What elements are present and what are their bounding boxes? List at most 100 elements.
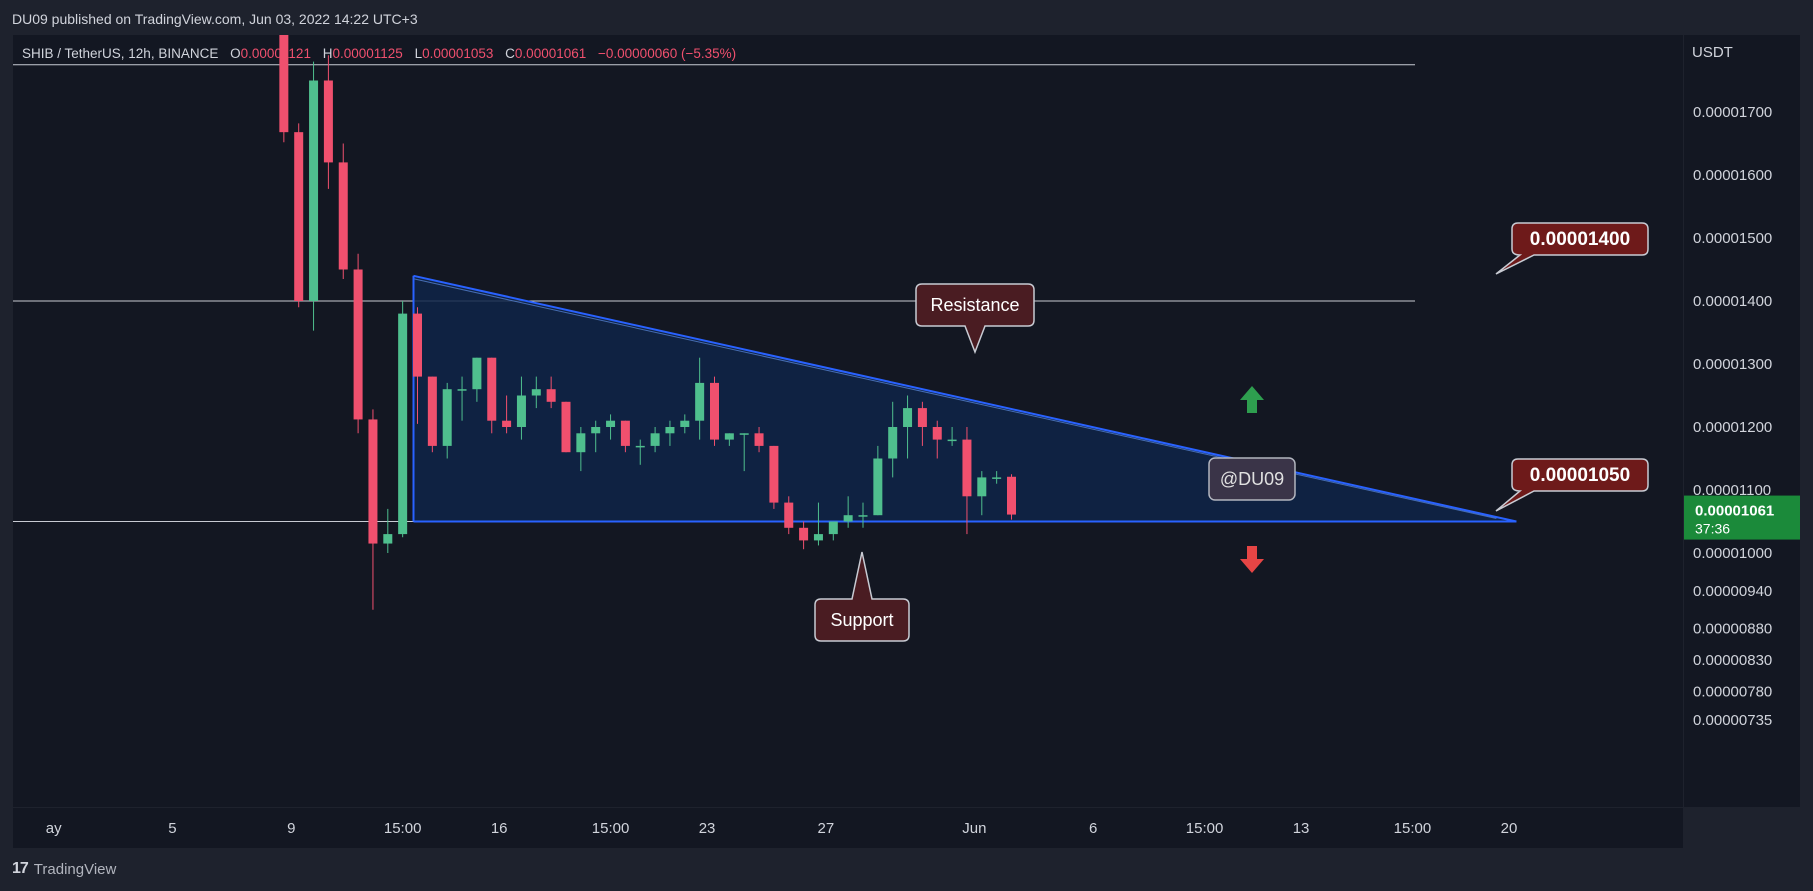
candle-body bbox=[338, 162, 348, 270]
time-tick-label: 27 bbox=[818, 820, 835, 837]
candle-body bbox=[279, 35, 289, 133]
candle-body bbox=[487, 357, 497, 421]
resistance-trendline-inner bbox=[413, 278, 1497, 519]
candle-body bbox=[992, 477, 1002, 479]
candle bbox=[769, 445, 779, 509]
candle bbox=[427, 376, 437, 453]
candle-body bbox=[769, 445, 779, 503]
legend-high-value: 0.00001125 bbox=[332, 46, 402, 61]
candle bbox=[353, 253, 363, 434]
candle bbox=[665, 420, 675, 446]
tradingview-logo[interactable]: 17 bbox=[12, 860, 29, 877]
time-tick-label: 20 bbox=[1501, 820, 1518, 837]
candle-body bbox=[353, 269, 363, 420]
candle bbox=[398, 301, 408, 538]
candle-body bbox=[843, 515, 853, 522]
tradingview-brand[interactable]: TradingView bbox=[33, 860, 117, 878]
candle bbox=[516, 376, 526, 440]
candle bbox=[383, 508, 393, 553]
candle-body bbox=[754, 433, 764, 446]
candle-body bbox=[695, 382, 705, 421]
time-tick-label: Jun bbox=[962, 820, 986, 837]
price-tick-label: 0.00001400 bbox=[1693, 293, 1772, 310]
candle bbox=[635, 439, 645, 465]
candle bbox=[710, 376, 719, 446]
legend-close-label: C bbox=[505, 46, 515, 61]
candle bbox=[457, 376, 467, 421]
candle bbox=[309, 61, 319, 331]
candle-body bbox=[606, 420, 616, 427]
candle-body bbox=[932, 427, 942, 440]
legend-open-value: 0.00001121 bbox=[241, 46, 311, 61]
candle bbox=[323, 55, 333, 189]
arrow-down-icon bbox=[1240, 546, 1264, 573]
price-tick-label: 0.00001600 bbox=[1693, 167, 1772, 184]
candle bbox=[650, 427, 660, 453]
candle-body bbox=[903, 408, 913, 427]
price-tick-label: 0.00000780 bbox=[1693, 684, 1772, 701]
candle bbox=[888, 401, 898, 478]
candle-body bbox=[784, 502, 794, 528]
axes-layer: 0.00001700 0.00001600 0.00001500 0.00001400… bbox=[46, 104, 1800, 837]
candle-body bbox=[398, 313, 408, 535]
candle-body bbox=[724, 433, 734, 440]
candle-body bbox=[383, 534, 393, 544]
countdown-label: 37:36 bbox=[1695, 521, 1730, 537]
candle-body bbox=[665, 427, 675, 434]
target-high-callout-text: 0.00001400 bbox=[1530, 229, 1630, 250]
candle-body bbox=[516, 395, 526, 427]
price-tick-label: 0.00001100 bbox=[1693, 482, 1771, 499]
resistance-trendline bbox=[413, 274, 1517, 523]
candle-body bbox=[265, 6, 274, 20]
candle-body bbox=[561, 401, 571, 453]
candle bbox=[413, 307, 422, 424]
ohlc-legend: SHIB / TetherUS, 12h, BINANCE O0.0000112… bbox=[22, 46, 736, 61]
price-tick-label: 0.00000735 bbox=[1693, 712, 1772, 729]
candle-body bbox=[546, 389, 556, 402]
price-axis[interactable] bbox=[1684, 35, 1800, 807]
candle bbox=[903, 395, 913, 459]
candle-body bbox=[635, 445, 645, 448]
resistance-callout-box bbox=[915, 283, 1035, 355]
candle bbox=[265, 0, 274, 30]
candle bbox=[279, 35, 289, 143]
candle-body bbox=[739, 433, 749, 435]
candle bbox=[576, 427, 586, 472]
arrow-up-icon bbox=[1240, 386, 1264, 413]
candle bbox=[754, 427, 764, 453]
time-tick-label: ay bbox=[46, 820, 62, 837]
candle bbox=[873, 445, 883, 516]
candle-body bbox=[591, 427, 601, 434]
candle-body bbox=[947, 439, 957, 442]
candle bbox=[368, 409, 378, 610]
candle-body bbox=[710, 382, 719, 440]
price-tick-label: 0.00000880 bbox=[1693, 621, 1772, 638]
candle bbox=[724, 433, 734, 446]
candle-body bbox=[427, 376, 437, 446]
legend-change: −0.00000060 (−5.35%) bbox=[598, 46, 736, 61]
price-tick-label: 0.00001700 bbox=[1693, 104, 1772, 121]
legend-low-label: L bbox=[415, 46, 423, 61]
target-high-callout: 0.00001400 bbox=[1495, 222, 1649, 275]
current-price-tag bbox=[1684, 495, 1800, 540]
plot-area[interactable] bbox=[13, 0, 1517, 610]
candle bbox=[442, 382, 452, 459]
legend-low-value: 0.00001053 bbox=[422, 46, 493, 61]
price-tick-label: 0.00001300 bbox=[1693, 356, 1772, 373]
candle bbox=[843, 496, 853, 528]
publish-header: DU09 published on TradingView.com, Jun 0… bbox=[12, 11, 418, 27]
candle bbox=[799, 521, 809, 550]
candle bbox=[992, 471, 1002, 484]
candle-body bbox=[457, 389, 467, 391]
current-price-label: 0.00001061 bbox=[1695, 503, 1774, 520]
time-tick-label: 15:00 bbox=[592, 820, 630, 837]
candle-body bbox=[413, 313, 422, 377]
time-axis[interactable] bbox=[13, 808, 1683, 848]
candle-body bbox=[799, 527, 809, 541]
candle-body bbox=[813, 534, 823, 541]
candle-body bbox=[917, 408, 927, 427]
price-tick-label: 0.00000830 bbox=[1693, 652, 1772, 669]
candle bbox=[294, 123, 304, 308]
svg-text:SHIB / TetherUS, 12h, BINANCE: SHIB / TetherUS, 12h, BINANCE O0.0000112… bbox=[22, 46, 736, 61]
